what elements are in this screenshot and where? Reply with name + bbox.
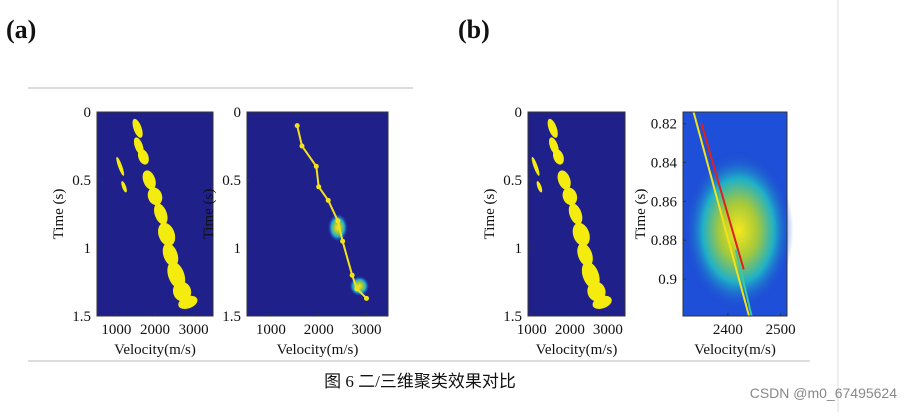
plot-frame xyxy=(246,111,389,317)
cluster-blob xyxy=(557,170,571,190)
y-axis-label: Time (s) xyxy=(482,189,498,240)
y-axis-label: Time (s) xyxy=(633,189,649,240)
cluster-blob xyxy=(121,181,127,193)
panel: 2400 2500 0.82 0.84 0.86 0.88 0.9 Velocity(m/s)… xyxy=(633,111,796,358)
panel: 1000 2000 3000 0 0.5 1 1.5 Velocity(m/s) Time (s… xyxy=(51,105,214,358)
y-tick-label: 1.5 xyxy=(222,309,241,325)
panel: 1000 2000 3000 0 0.5 1 1.5 Velocity(m/s) Time (s… xyxy=(201,105,389,358)
y-tick-label: 0.5 xyxy=(72,173,91,189)
y-tick-label: 1 xyxy=(515,241,523,257)
cluster-blob xyxy=(536,181,543,193)
pick-point xyxy=(354,286,360,292)
y-tick-label: 0.5 xyxy=(222,173,241,189)
cluster-blob xyxy=(142,170,156,190)
y-tick-label: 0 xyxy=(515,105,523,121)
y-tick-label: 0.9 xyxy=(658,272,677,288)
plot-frame xyxy=(682,111,788,317)
heat-glow xyxy=(327,213,348,242)
y-tick-label: 0 xyxy=(234,105,242,121)
pick-point xyxy=(340,238,346,244)
cluster-blob xyxy=(147,187,163,206)
trend-line xyxy=(692,111,750,317)
pick-point xyxy=(316,184,322,190)
x-axis-label: Velocity(m/s) xyxy=(536,342,618,358)
cluster-blob xyxy=(562,187,578,206)
x-tick-label: 2400 xyxy=(713,322,743,338)
caption: 图 6 二/三维聚类效果对比 xyxy=(324,372,516,391)
pick-point xyxy=(363,295,369,301)
cluster-blob xyxy=(116,156,125,176)
panel-label: (b) xyxy=(458,15,490,44)
y-tick-label: 0.5 xyxy=(503,173,522,189)
plot-frame xyxy=(527,111,626,317)
x-tick-label: 1000 xyxy=(256,322,286,338)
cluster-blob xyxy=(158,222,176,247)
x-tick-label: 2500 xyxy=(766,322,796,338)
cluster-blob xyxy=(531,156,540,176)
pick-point xyxy=(335,218,341,224)
x-axis-label: Velocity(m/s) xyxy=(694,342,776,358)
pick-line xyxy=(296,125,368,300)
x-tick-label: 1000 xyxy=(101,322,131,338)
cluster-blob xyxy=(568,203,583,225)
cluster-blob xyxy=(552,149,564,165)
pick-point xyxy=(294,123,300,129)
trend-line xyxy=(734,249,753,317)
x-tick-label: 2000 xyxy=(140,322,170,338)
y-tick-label: 0.84 xyxy=(651,156,678,172)
cluster-blob xyxy=(592,295,612,309)
x-tick-label: 2000 xyxy=(555,322,585,338)
y-tick-label: 0.86 xyxy=(651,194,678,210)
x-axis-label: Velocity(m/s) xyxy=(277,342,359,358)
y-tick-label: 1 xyxy=(84,241,92,257)
cluster-blob xyxy=(132,118,143,138)
heat-glow xyxy=(683,150,794,311)
cluster-blob xyxy=(547,118,558,138)
watermark: CSDN @m0_67495624 xyxy=(750,385,898,401)
cluster-blob xyxy=(154,203,168,225)
y-tick-label: 1 xyxy=(234,241,242,257)
trend-line xyxy=(700,123,745,270)
pick-point xyxy=(349,272,355,278)
heat-glow xyxy=(349,276,370,297)
y-tick-label: 0 xyxy=(84,105,92,121)
x-tick-label: 3000 xyxy=(351,322,381,338)
y-tick-label: 0.82 xyxy=(651,117,677,133)
cluster-blob xyxy=(137,149,149,165)
panel-label: (a) xyxy=(6,15,36,44)
cluster-blob xyxy=(572,222,590,247)
cluster-blob xyxy=(162,243,179,267)
x-tick-label: 2000 xyxy=(304,322,334,338)
pick-point xyxy=(325,197,331,203)
cluster-blob xyxy=(172,281,192,302)
pick-point xyxy=(299,143,305,149)
y-axis-label: Time (s) xyxy=(201,189,217,240)
pick-point xyxy=(313,163,319,169)
cluster-blob xyxy=(577,243,593,267)
y-tick-label: 1.5 xyxy=(72,309,91,325)
y-tick-label: 0.88 xyxy=(651,233,677,249)
x-tick-label: 1000 xyxy=(517,322,547,338)
x-tick-label: 3000 xyxy=(179,322,209,338)
y-tick-label: 1.5 xyxy=(503,309,522,325)
cluster-blob xyxy=(178,295,198,309)
x-tick-label: 3000 xyxy=(593,322,623,338)
y-axis-label: Time (s) xyxy=(51,189,67,240)
x-axis-label: Velocity(m/s) xyxy=(114,342,196,358)
